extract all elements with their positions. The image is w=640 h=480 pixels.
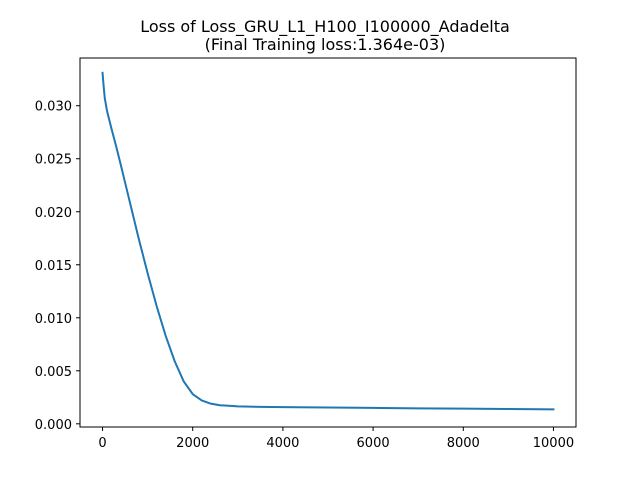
x-tick-label: 6000 bbox=[357, 436, 390, 451]
x-tick-label: 2000 bbox=[176, 436, 209, 451]
x-tick-label: 4000 bbox=[266, 436, 299, 451]
y-tick-label: 0.005 bbox=[35, 365, 72, 380]
y-tick-label: 0.010 bbox=[35, 312, 72, 327]
y-tick-label: 0.025 bbox=[35, 153, 72, 168]
chart-title: Loss of Loss_GRU_L1_H100_I100000_Adadelt… bbox=[140, 17, 510, 37]
axes-frame bbox=[79, 57, 577, 428]
plot-area: 0 2000 4000 6000 8000 10000 0.000 0.005 0.010 0.0… bbox=[35, 57, 577, 451]
y-tick-label: 0.000 bbox=[35, 418, 72, 433]
y-tick-label: 0.030 bbox=[35, 100, 72, 115]
y-tick-label: 0.020 bbox=[35, 206, 72, 221]
x-tick-label: 10000 bbox=[533, 436, 574, 451]
y-tick-label: 0.015 bbox=[35, 259, 72, 274]
x-tick-label: 8000 bbox=[447, 436, 480, 451]
x-tick-label: 0 bbox=[98, 436, 106, 451]
loss-series-line bbox=[101, 71, 555, 411]
chart-subtitle: (Final Training loss:1.364e-03) bbox=[205, 35, 446, 54]
